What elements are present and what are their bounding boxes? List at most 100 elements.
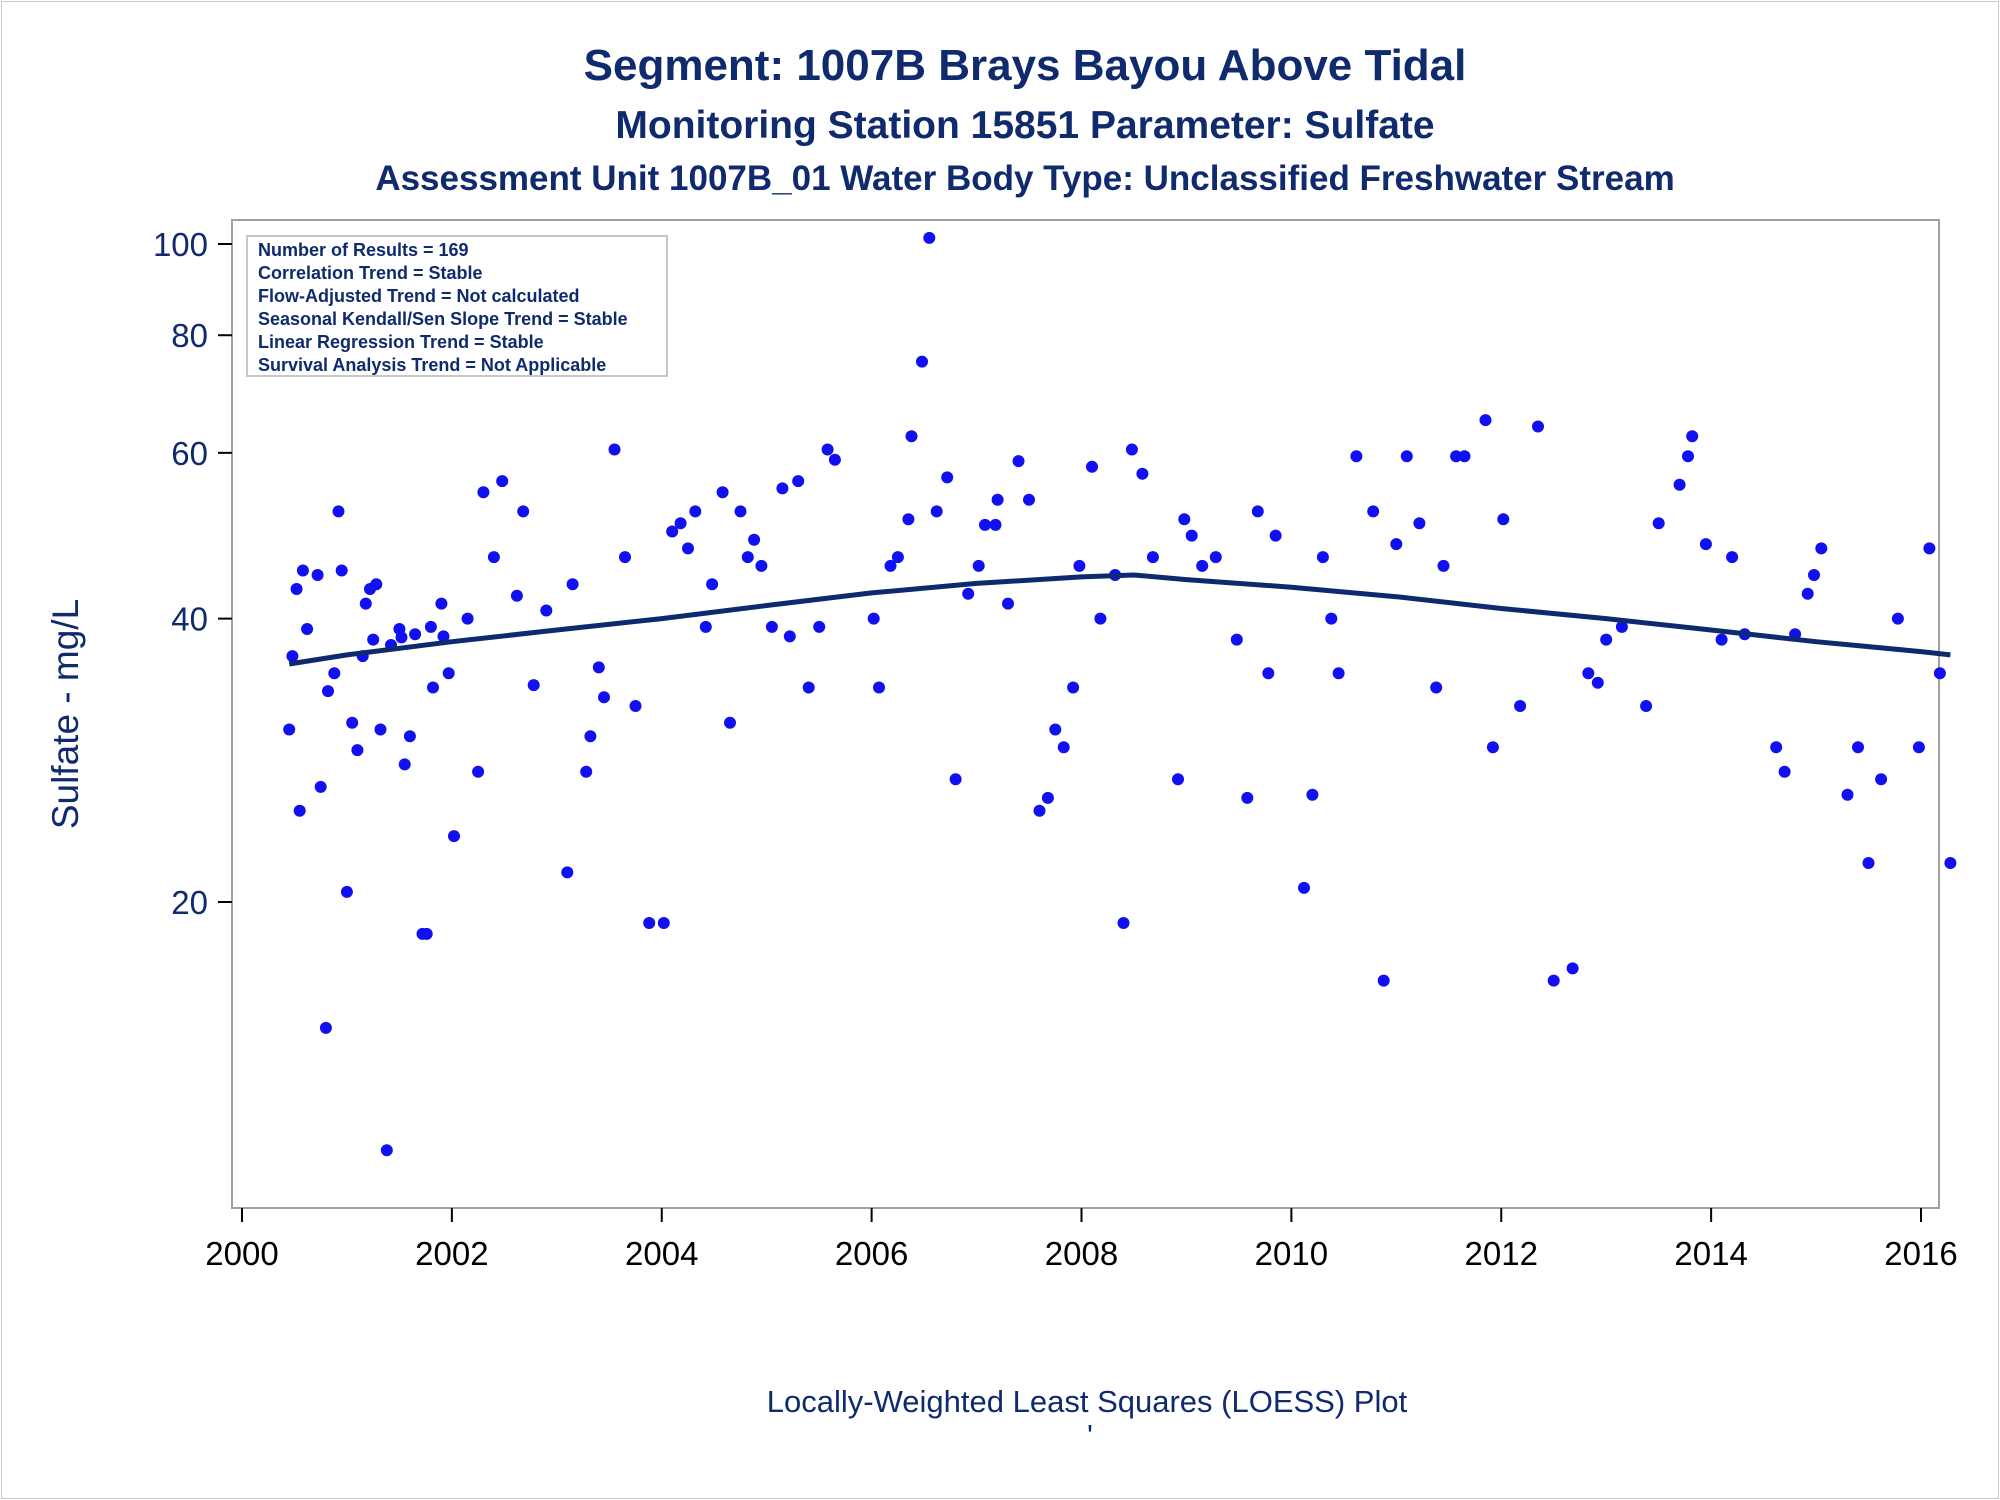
data-point [527,679,540,692]
data-point [916,355,928,368]
data-point [1241,791,1254,804]
data-point [1012,455,1025,468]
data-point [748,533,761,546]
data-point [1566,962,1579,975]
data-point [1699,538,1712,551]
chart-subtitle-2: Assessment Unit 1007B_01 Water Body Type… [375,159,1674,198]
footnote: Locally-Weighted Least Squares (LOESS) P… [767,1384,1408,1419]
data-point [643,917,656,929]
y-tick-label: 60 [171,435,208,472]
x-tick-label: 2002 [415,1235,488,1272]
data-point [783,630,796,643]
data-point [1185,529,1198,542]
data-point [283,723,296,736]
data-point [328,667,341,680]
stats-legend-box [246,235,668,377]
data-point [666,525,679,538]
data-point [367,633,380,646]
data-point [435,597,448,610]
data-point [424,620,437,633]
data-point [1640,700,1653,712]
data-point [629,700,642,712]
data-point [1450,450,1463,463]
data-point [905,430,918,443]
data-point [741,551,754,564]
data-point [1862,857,1875,869]
stat-correlation-trend: Correlation Trend = Stable [258,263,483,283]
data-point [1367,505,1380,518]
data-points [283,231,1957,1157]
y-tick-label: 100 [153,226,208,263]
data-point [923,231,936,244]
data-point [1400,450,1413,463]
data-point [301,623,314,635]
data-point [930,505,943,518]
data-point [346,716,359,729]
data-point [1801,587,1814,600]
data-point [1944,857,1957,869]
data-point [619,551,631,564]
data-point [941,471,954,484]
footnote-mark: ' [1087,1418,1093,1453]
data-point [442,667,455,680]
data-point [1652,517,1665,530]
data-point [1912,741,1925,754]
data-point [1196,559,1209,572]
data-point [706,578,719,591]
y-tick-label: 40 [171,601,208,638]
data-point [1486,741,1499,754]
data-point [340,885,353,898]
data-point [592,661,605,674]
data-point [884,559,897,572]
data-point [1086,460,1098,473]
data-point [487,551,500,564]
data-point [1458,450,1471,463]
data-point [891,551,904,564]
x-tick-label: 2012 [1465,1235,1538,1272]
data-point [902,513,915,526]
y-tick-label: 80 [171,317,208,354]
data-point [477,486,490,499]
data-point [1673,478,1686,491]
data-point [1306,788,1319,801]
data-point [1041,791,1054,804]
data-point [657,917,670,929]
data-point [1682,450,1694,463]
data-point [1514,700,1527,712]
data-point [427,681,439,694]
data-point [1049,723,1062,736]
data-point [1023,493,1035,506]
data-point [540,604,553,617]
data-point [1125,443,1138,456]
data-point [689,505,702,518]
data-point [1841,788,1854,801]
data-point [1933,667,1946,680]
data-point [813,620,826,633]
data-point [510,589,523,602]
data-point [370,578,383,591]
data-point [1178,513,1191,526]
data-point [598,691,610,704]
data-point [561,866,574,879]
data-point [437,630,450,643]
data-point [1262,667,1275,680]
data-point [755,559,768,572]
data-point [395,631,408,644]
x-tick-label: 2016 [1884,1235,1957,1272]
data-point [1547,974,1560,987]
data-point [1770,741,1783,754]
data-point [311,569,324,581]
data-point [1891,612,1904,625]
data-point [1715,633,1728,646]
data-point [765,620,778,633]
data-point [699,620,712,633]
data-point [821,443,834,456]
data-point [1251,505,1264,518]
data-point [290,583,303,595]
x-axis: 2000 2002 2004 2006 2008 2010 2012 2014 2016 [205,1208,1958,1272]
chart-title: Segment: 1007B Brays Bayou Above Tidal [584,41,1467,90]
data-point [716,486,729,499]
data-point [1875,773,1888,786]
data-point [517,505,530,518]
